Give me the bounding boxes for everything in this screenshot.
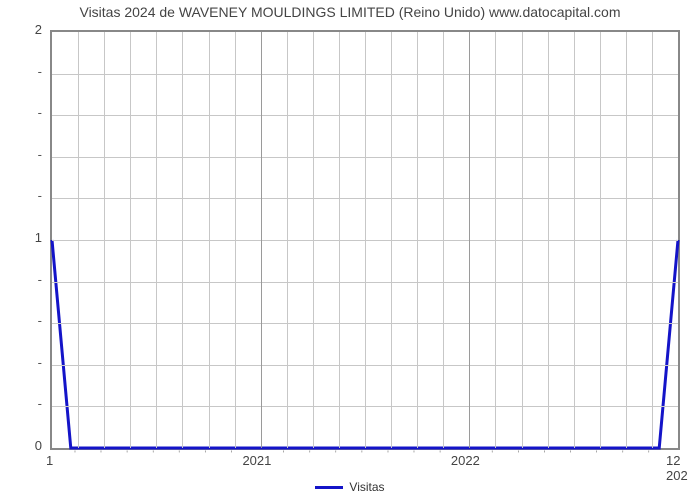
gridline-v-minor [313,32,314,448]
xtick-minor: ' [100,450,102,459]
xtick-minor: ' [205,450,207,459]
gridline-v-minor [600,32,601,448]
gridline-v-minor [495,32,496,448]
xtick-minor: ' [178,450,180,459]
chart-container: { "chart": { "type": "line", "title": "V… [0,0,700,500]
gridline-v-minor [626,32,627,448]
ytick-minor: - [34,152,42,158]
xtick-minor: ' [648,450,650,459]
ytick-label: 2 [22,22,42,37]
gridline-v-minor [130,32,131,448]
xtick-minor: ' [439,450,441,459]
gridline-v-minor [548,32,549,448]
ytick-label: 1 [22,230,42,245]
xtick-minor: ' [596,450,598,459]
xtick-minor: ' [387,450,389,459]
gridline-v-minor [391,32,392,448]
gridline-v-minor [365,32,366,448]
xtick-label: 2021 [242,453,271,468]
gridline-v-minor [287,32,288,448]
xtick-minor: ' [570,450,572,459]
xtick-minor: ' [309,450,311,459]
xtick-minor: ' [518,450,520,459]
ytick-minor: - [34,69,42,75]
xtick-minor: ' [231,450,233,459]
gridline-v-minor [522,32,523,448]
ytick-minor: - [34,277,42,283]
xtick-label: 2022 [451,453,480,468]
gridline-v-minor [339,32,340,448]
gridline-v-minor [156,32,157,448]
legend-label: Visitas [349,480,384,494]
ytick-minor: - [34,401,42,407]
xtick-minor: ' [491,450,493,459]
gridline-v-minor [574,32,575,448]
xtick-minor: ' [152,450,154,459]
xtick-minor: ' [544,450,546,459]
xtick-minor: ' [622,450,624,459]
xtick-minor: ' [283,450,285,459]
plot-area [50,30,680,450]
ytick-label: 0 [22,438,42,453]
gridline-v-minor [104,32,105,448]
x-end-right-secondary: 202 [666,468,688,483]
gridline-v-major [261,32,262,448]
gridline-v-minor [209,32,210,448]
gridline-v-minor [417,32,418,448]
x-end-left: 1 [46,453,53,468]
gridline-v-major [469,32,470,448]
ytick-minor: - [34,360,42,366]
gridline-v-minor [235,32,236,448]
gridline-v-minor [182,32,183,448]
xtick-minor: ' [413,450,415,459]
chart-title: Visitas 2024 de WAVENEY MOULDINGS LIMITE… [0,4,700,20]
gridline-v-minor [652,32,653,448]
gridline-v-minor [443,32,444,448]
xtick-minor: ' [126,450,128,459]
xtick-minor: ' [335,450,337,459]
ytick-minor: - [34,193,42,199]
legend-swatch [315,486,343,489]
ytick-minor: - [34,318,42,324]
legend: Visitas [0,480,700,494]
x-end-right: 12 [666,453,680,468]
xtick-minor: ' [361,450,363,459]
gridline-v-minor [78,32,79,448]
xtick-minor: ' [74,450,76,459]
ytick-minor: - [34,110,42,116]
